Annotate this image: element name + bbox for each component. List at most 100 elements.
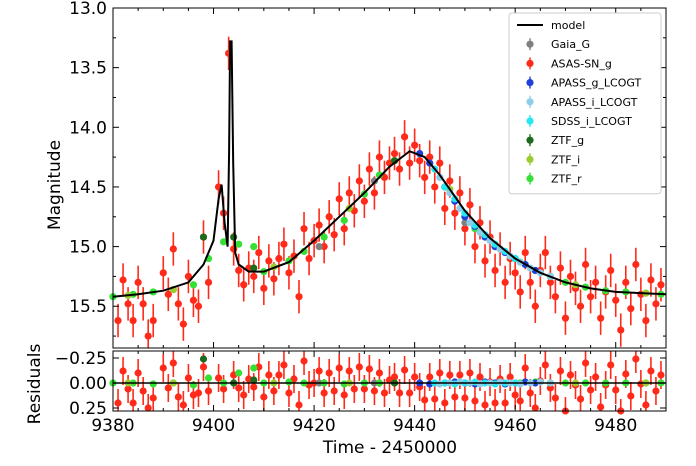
asas-sn-g-point (511, 391, 519, 399)
ztf-r-point (285, 378, 293, 386)
asas-sn-g-point (270, 275, 278, 283)
asas-sn-g-point (164, 384, 172, 392)
asas-sn-g-point (566, 272, 575, 281)
asas-sn-g-point (400, 366, 409, 374)
asas-sn-g-point (280, 361, 288, 369)
x-tick-label: 9380 (91, 416, 134, 436)
asas-sn-g-point (607, 266, 615, 275)
asas-sn-g-point (456, 189, 464, 197)
legend-label-ztf-i: ZTF_i (551, 153, 580, 166)
model-curve (112, 40, 667, 298)
x-tick-label: 9440 (393, 416, 436, 436)
ztf-r-point (250, 364, 258, 372)
asas-sn-g-point (446, 371, 454, 379)
asas-sn-g-point (330, 231, 338, 239)
asas-sn-g-point (431, 395, 439, 403)
asas-sn-g-point (164, 290, 172, 298)
asas-sn-g-point (431, 183, 439, 191)
asas-sn-g-point (375, 153, 384, 161)
asas-sn-g-point (179, 320, 187, 328)
asas-sn-g-point (436, 369, 444, 377)
ztf-r-point (235, 240, 243, 248)
asas-sn-g-point (471, 397, 479, 405)
asas-sn-g-point (194, 389, 203, 397)
asas-sn-g-point (275, 254, 283, 263)
asas-sn-g-point (556, 367, 565, 375)
asas-sn-g-point (421, 396, 429, 404)
asas-sn-g-point (627, 305, 635, 313)
asas-sn-g-point (551, 394, 560, 402)
asas-sn-g-point (390, 149, 399, 158)
apass-i-lcogt-point (536, 378, 544, 386)
asas-sn-g-point (114, 316, 122, 325)
asas-sn-g-point (451, 393, 459, 401)
asas-sn-g-point (461, 225, 469, 233)
y-tick-label: 13.0 (69, 0, 107, 19)
asas-sn-g-point (436, 159, 444, 167)
asas-sn-g-point (240, 391, 248, 399)
apass-i-lcogt-point (496, 378, 504, 386)
asas-sn-g-point (360, 385, 368, 393)
asas-sn-g-point (481, 257, 489, 265)
y-tick-label: 14.5 (69, 178, 107, 198)
asas-sn-g-point (647, 367, 655, 375)
y-tick-label: 15.0 (69, 238, 107, 258)
asas-sn-g-point (330, 387, 338, 395)
asas-sn-g-point (335, 364, 343, 372)
asas-sn-g-point (652, 387, 660, 395)
asas-sn-g-point (194, 302, 203, 310)
asas-sn-g-point (622, 278, 630, 286)
asas-sn-g-point (471, 242, 479, 251)
asas-sn-g-point (149, 394, 157, 402)
asas-sn-g-point (345, 367, 353, 375)
apass-i-lcogt-point (436, 380, 444, 388)
asas-sn-g-point (204, 278, 213, 286)
legend-marker-sdss-i-lcogt (526, 117, 534, 125)
asas-sn-g-point (119, 367, 127, 375)
asas-sn-g-point (406, 389, 414, 397)
asas-sn-g-point (592, 373, 600, 381)
asas-sn-g-point (134, 278, 142, 286)
legend-label-sdss-i-lcogt: SDSS_i_LCOGT (551, 115, 632, 128)
asas-sn-g-point (576, 395, 585, 403)
asas-sn-g-point (461, 394, 469, 402)
asas-sn-g-point (506, 373, 514, 381)
asas-sn-g-point (235, 266, 243, 275)
asas-sn-g-point (144, 332, 152, 340)
x-axis-title: Time - 2450000 (322, 438, 457, 458)
asas-sn-g-point (214, 374, 223, 382)
ztf-r-point (189, 281, 198, 289)
asas-sn-g-point (325, 213, 333, 221)
asas-sn-g-point (647, 276, 655, 284)
legend-marker-apass-i-lcogt (526, 98, 534, 106)
y-tick-label: 13.5 (69, 59, 107, 79)
asas-sn-g-point (612, 386, 620, 394)
asas-sn-g-point (275, 371, 283, 379)
asas-sn-g-point (426, 153, 434, 161)
y-axis-title-residuals: Residuals (25, 344, 45, 425)
asas-sn-g-point (456, 371, 464, 379)
sdss-i-lcogt-point (491, 240, 499, 248)
asas-sn-g-point (285, 269, 293, 277)
asas-sn-g-point (149, 316, 157, 325)
asas-sn-g-point (119, 276, 127, 284)
y-axis-title-magnitude: Magnitude (45, 140, 65, 230)
y-tick-label: 14.0 (69, 118, 107, 138)
asas-sn-g-point (139, 387, 147, 395)
asas-sn-g-point (466, 201, 474, 209)
ztf-r-point (320, 233, 328, 241)
asas-sn-g-point (295, 293, 303, 301)
asas-sn-g-point (320, 389, 328, 397)
asas-sn-g-point (159, 364, 167, 372)
asas-sn-g-point (586, 293, 595, 301)
asas-sn-g-point (541, 361, 549, 369)
ztf-r-point (340, 216, 348, 224)
asas-sn-g-point (220, 385, 228, 393)
asas-sn-g-point (511, 269, 519, 277)
asas-sn-g-point (365, 365, 373, 373)
legend-box (508, 12, 662, 195)
asas-sn-g-point (169, 245, 177, 253)
asas-sn-g-point (627, 392, 635, 400)
asas-sn-g-point (305, 254, 313, 263)
